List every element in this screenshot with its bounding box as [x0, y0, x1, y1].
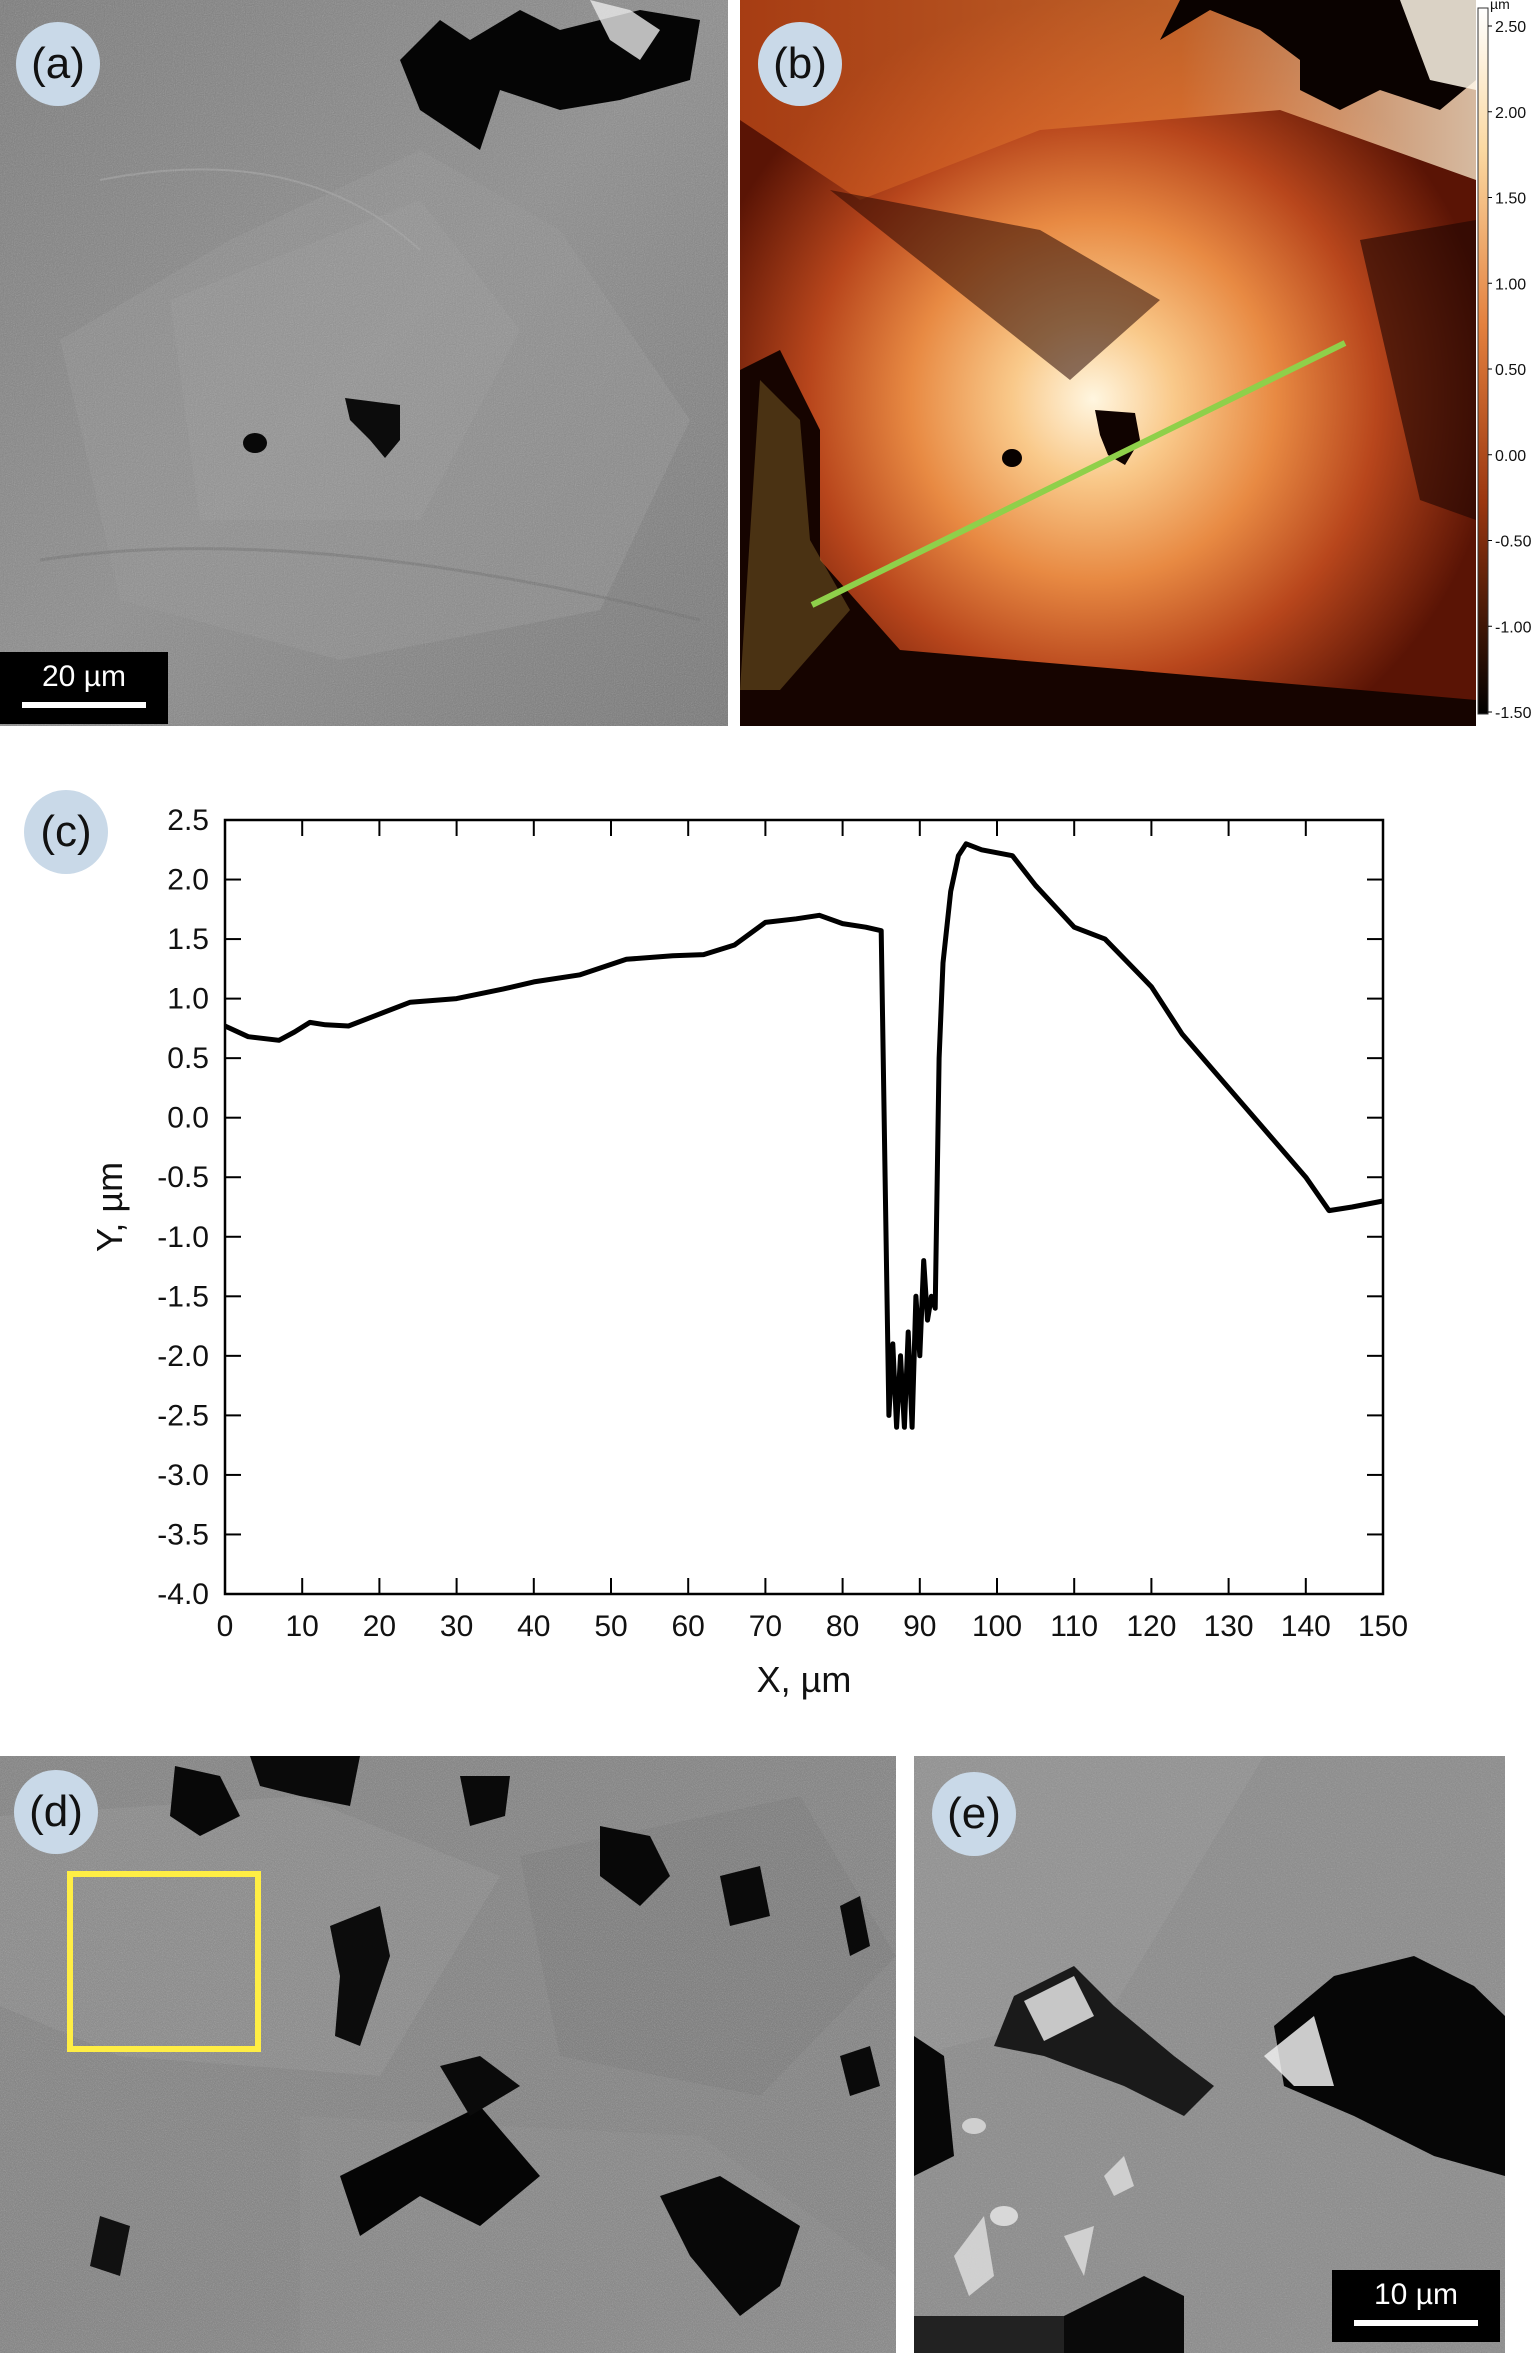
x-tick-label: 70: [749, 1610, 782, 1643]
pore-b-large: [1160, 0, 1476, 110]
x-tick-label: 0: [217, 1610, 234, 1643]
y-tick-label: 2.5: [167, 804, 209, 837]
x-tick-label: 20: [363, 1610, 396, 1643]
y-tick-label: -3.5: [157, 1518, 209, 1551]
panel-label-b: (b): [758, 22, 842, 106]
panel-label-c: (c): [24, 790, 108, 874]
colorbar-tick-label: 2.00: [1495, 105, 1526, 122]
x-tick-label: 90: [903, 1610, 936, 1643]
x-axis-label: X, µm: [757, 1659, 852, 1700]
y-tick-label: -1.0: [157, 1221, 209, 1254]
colorbar-tick-label: 0.50: [1495, 362, 1526, 379]
panel-label-a: (a): [16, 22, 100, 106]
plot-frame: [223, 818, 1385, 1596]
x-tick-label: 50: [594, 1610, 627, 1643]
y-tick-label: -2.5: [157, 1399, 209, 1432]
panel-e-sem-zoom: (e) 10 µm: [914, 1756, 1505, 2353]
colorbar-b: µm 2.50 2.00 1.50 1.00 0.50 0.00 -0.50 -1.00 -1.…: [1476, 0, 1539, 726]
x-tick-label: 10: [286, 1610, 319, 1643]
colorbar-unit: µm: [1490, 0, 1510, 12]
x-tick-label: 140: [1281, 1610, 1331, 1643]
scale-bar-e: 10 µm: [1332, 2270, 1500, 2342]
colorbar-tick-label: 0.00: [1495, 448, 1526, 465]
y-tick-label: 1.5: [167, 923, 209, 956]
y-tick-label: 0.0: [167, 1102, 209, 1135]
sem-image-d: [0, 1756, 896, 2353]
panel-c-profile-chart: 0 10 20 30 40 50 60 70 80 90 100 110 120 130 140 150 2.…: [0, 790, 1539, 1720]
y-tick-label: -0.5: [157, 1161, 209, 1194]
scale-bar-a-line: [22, 702, 146, 708]
panel-a-sem-image: (a) 20 µm: [0, 0, 728, 726]
colorbar-tick-label: 1.50: [1495, 191, 1526, 208]
y-tick-label: 1.0: [167, 983, 209, 1016]
panel-d-sem-overview: (d): [0, 1756, 896, 2353]
x-tick-label: 60: [672, 1610, 705, 1643]
x-tick-label: 100: [972, 1610, 1022, 1643]
y-tick-label: -4.0: [157, 1578, 209, 1611]
panel-label-e: (e): [932, 1772, 1016, 1856]
x-tick-label: 110: [1050, 1610, 1098, 1643]
scale-bar-e-line: [1354, 2320, 1478, 2326]
x-tick-label: 80: [826, 1610, 859, 1643]
y-tick-label: -2.0: [157, 1340, 209, 1373]
panel-b-afm-map: (b): [740, 0, 1476, 726]
scale-bar-a-label: 20 µm: [42, 660, 126, 693]
scale-bar-a: 20 µm: [0, 652, 168, 724]
colorbar-tick-label: -1.00: [1495, 619, 1532, 636]
colorbar-tick-label: -0.50: [1495, 534, 1532, 551]
x-tick-label: 130: [1204, 1610, 1254, 1643]
y-tick-label: 0.5: [167, 1042, 209, 1075]
y-axis-label: Y, µm: [89, 1162, 130, 1252]
y-tick-label: 2.0: [167, 864, 209, 897]
x-tick-label: 30: [440, 1610, 473, 1643]
colorbar-tick-label: 2.50: [1495, 19, 1526, 36]
colorbar-tick-label: -1.50: [1495, 705, 1532, 722]
x-tick-label: 120: [1126, 1610, 1176, 1643]
y-tick-label: -1.5: [157, 1280, 209, 1313]
roi-box: [67, 1871, 261, 2052]
profile-line: [810, 340, 1347, 608]
y-tick-label: -3.0: [157, 1459, 209, 1492]
afm-map-b: [740, 0, 1476, 726]
scale-bar-e-label: 10 µm: [1374, 2278, 1458, 2311]
profile-curve: [223, 841, 1384, 1430]
x-tick-label: 150: [1358, 1610, 1408, 1643]
colorbar-tick-label: 1.00: [1495, 276, 1526, 293]
panel-label-d: (d): [14, 1770, 98, 1854]
profile-chart: 0 10 20 30 40 50 60 70 80 90 100 110 120 130 140 150 2.…: [89, 804, 1408, 1700]
x-tick-label: 40: [517, 1610, 550, 1643]
sem-image-a: [0, 0, 728, 726]
sem-image-e: [914, 1756, 1505, 2353]
